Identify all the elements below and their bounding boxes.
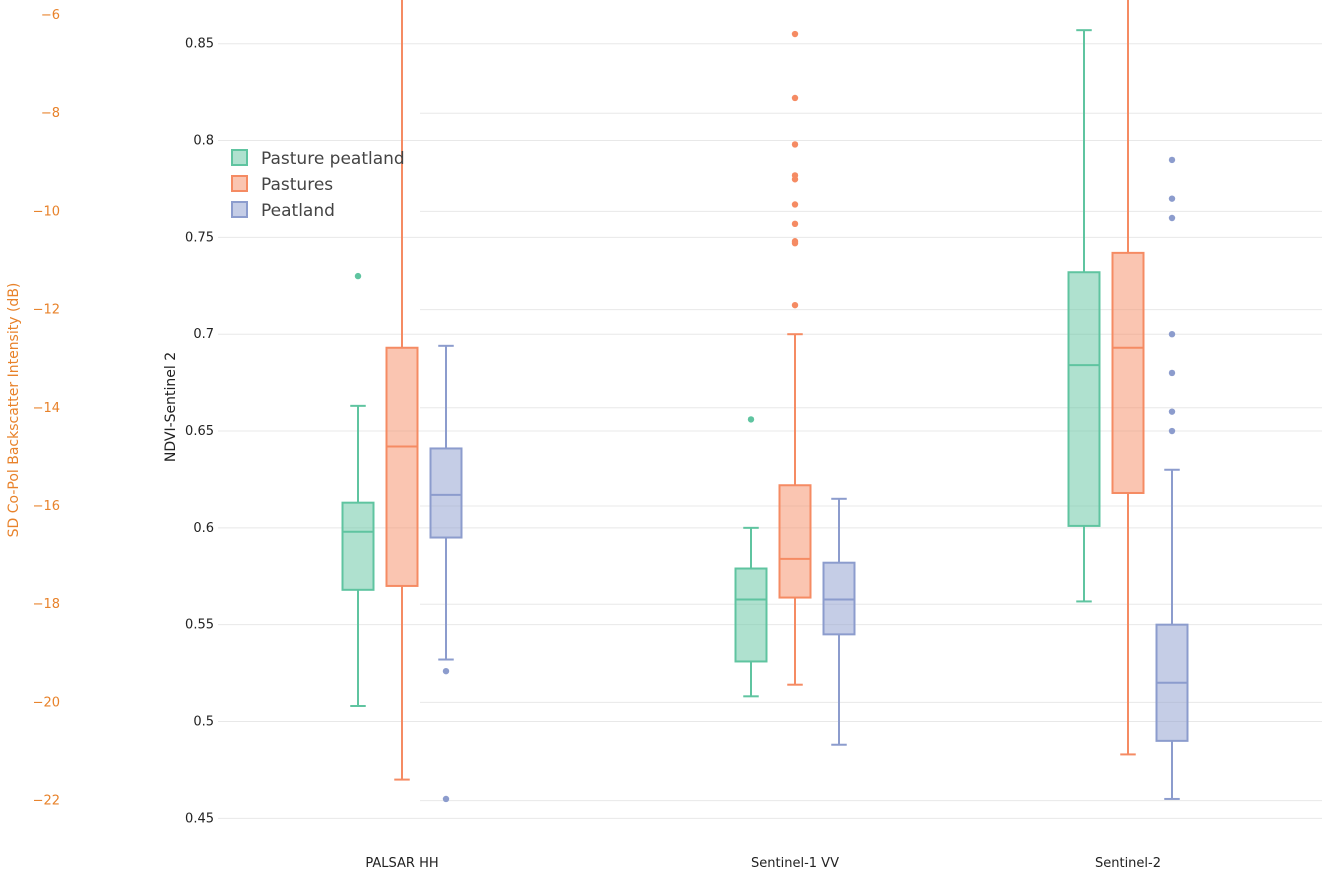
ndvi-tick-label: 0.85 — [185, 37, 214, 52]
legend-swatch — [231, 175, 248, 192]
legend-swatch — [231, 149, 248, 166]
box[interactable] — [778, 484, 812, 599]
outlier-point[interactable] — [791, 30, 799, 38]
outlier-point[interactable] — [354, 272, 362, 280]
ndvi-tick-label: 0.8 — [193, 134, 214, 149]
outlier-point[interactable] — [1168, 427, 1176, 435]
left-axis-title: SD Co-Pol Backscatter Intensity (dB) — [6, 283, 22, 538]
db-tick-label: −6 — [41, 8, 60, 23]
ndvi-tick-label: 0.55 — [185, 618, 214, 633]
db-tick-label: −8 — [41, 106, 60, 121]
x-axis-categories: PALSAR HH Sentinel-1 VV Sentinel-2 — [365, 856, 1161, 871]
series-pasture-peatland — [341, 29, 1101, 708]
legend-label: Pastures — [261, 175, 333, 195]
box[interactable] — [734, 567, 768, 663]
legend-swatch — [231, 201, 248, 218]
db-tick-label: −18 — [33, 597, 60, 612]
series-peatland — [429, 156, 1189, 803]
legend-item-peatland[interactable]: Peatland — [231, 201, 335, 221]
outlier-point[interactable] — [1168, 408, 1176, 415]
ndvi-y-axis: 0.45 0.5 0.55 0.6 0.65 0.7 0.75 0.8 0.85 — [185, 37, 214, 827]
db-tick-label: −20 — [33, 695, 60, 710]
ndvi-tick-label: 0.45 — [185, 811, 214, 826]
legend[interactable]: Pasture peatland Pastures Peatland — [231, 149, 405, 221]
db-tick-label: −12 — [33, 303, 60, 318]
box[interactable] — [1067, 271, 1101, 527]
ndvi-tick-label: 0.7 — [193, 327, 214, 342]
ndvi-tick-label: 0.65 — [185, 424, 214, 439]
db-tick-label: −22 — [33, 794, 60, 809]
box-series — [341, 0, 1189, 803]
legend-item-pasture-peatland[interactable]: Pasture peatland — [231, 149, 405, 169]
outlier-point[interactable] — [791, 220, 799, 228]
outlier-point[interactable] — [1168, 214, 1176, 222]
outlier-point[interactable] — [442, 795, 450, 803]
box[interactable] — [385, 346, 419, 587]
outlier-point[interactable] — [1168, 195, 1176, 202]
db-tick-label: −16 — [33, 499, 60, 514]
series-pastures — [385, 0, 1145, 781]
category-label: Sentinel-1 VV — [751, 856, 839, 871]
ndvi-tick-label: 0.6 — [193, 521, 214, 536]
box[interactable] — [341, 501, 375, 591]
outlier-point[interactable] — [791, 172, 799, 179]
db-tick-label: −14 — [33, 401, 60, 416]
left-y-axis: −6 −8 −10 −12 −14 −16 −18 −20 −22 — [33, 8, 60, 809]
outlier-point[interactable] — [1168, 331, 1176, 338]
category-label: PALSAR HH — [365, 856, 438, 871]
legend-label: Pasture peatland — [261, 149, 405, 169]
outlier-point[interactable] — [442, 667, 450, 675]
ndvi-tick-label: 0.75 — [185, 230, 214, 245]
outlier-point[interactable] — [1168, 156, 1176, 164]
ndvi-tick-label: 0.5 — [193, 714, 214, 729]
legend-label: Peatland — [261, 201, 335, 221]
outlier-point[interactable] — [791, 141, 799, 148]
legend-item-pastures[interactable]: Pastures — [231, 175, 333, 195]
box[interactable] — [429, 447, 463, 539]
outlier-point[interactable] — [791, 94, 799, 102]
category-label: Sentinel-2 — [1095, 856, 1161, 871]
ndvi-axis-title: NDVI-Sentinel 2 — [163, 352, 179, 462]
box[interactable] — [1111, 251, 1145, 494]
outlier-point[interactable] — [791, 238, 799, 245]
db-tick-label: −10 — [33, 204, 60, 219]
outlier-point[interactable] — [791, 301, 799, 309]
outlier-point[interactable] — [1168, 369, 1176, 377]
outlier-point[interactable] — [747, 416, 755, 423]
outlier-point[interactable] — [791, 201, 799, 208]
